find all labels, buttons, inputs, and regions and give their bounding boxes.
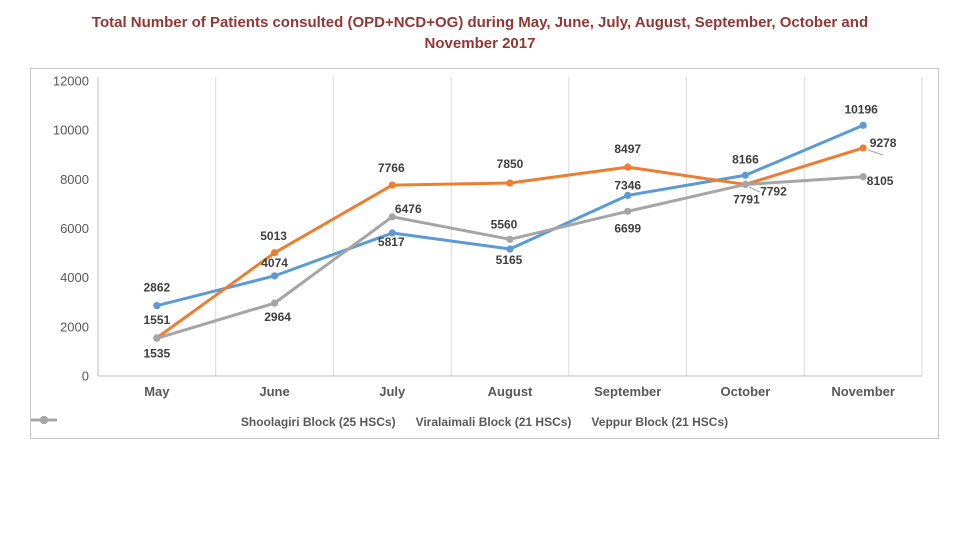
- label-leader-line: [867, 149, 884, 156]
- y-axis-tick-label: 4000: [60, 270, 89, 285]
- series-marker: [153, 302, 161, 310]
- data-label: 9278: [870, 136, 897, 150]
- y-axis-tick-label: 12000: [53, 74, 89, 89]
- series-marker: [859, 121, 867, 129]
- y-axis-tick-label: 10000: [53, 123, 89, 138]
- series-marker: [153, 334, 161, 342]
- data-label: 8497: [614, 142, 641, 156]
- chart-canvas: 0 2000 4000 6000 8000 10000 12000 May June July Au…: [53, 74, 923, 399]
- series-marker: [624, 207, 632, 215]
- legend-label: Viralaimali Block (21 HSCs): [415, 415, 572, 429]
- series-marker: [506, 179, 514, 187]
- x-axis-label: September: [594, 384, 661, 399]
- y-axis-tick-label: 0: [82, 369, 89, 384]
- series-marker: [859, 173, 867, 181]
- data-label: 7792: [760, 184, 787, 198]
- series-marker: [506, 245, 514, 253]
- data-label: 2964: [264, 310, 291, 324]
- series-marker: [270, 249, 279, 257]
- x-axis-label: May: [144, 384, 170, 399]
- series-marker: [741, 171, 750, 179]
- label-leader-line: [748, 186, 761, 193]
- x-axis-label: July: [379, 384, 406, 399]
- data-label: 1551: [144, 313, 171, 327]
- data-label: 8105: [867, 174, 894, 188]
- x-axis-label: August: [488, 384, 533, 399]
- series-marker: [741, 180, 750, 189]
- data-label: 7766: [378, 161, 405, 175]
- series-marker: [270, 299, 279, 307]
- x-axis-label: October: [721, 384, 771, 399]
- chart-area: 0 2000 4000 6000 8000 10000 12000 May June July Au…: [30, 68, 939, 439]
- data-label: 5817: [378, 235, 405, 249]
- data-label: 1535: [144, 346, 171, 360]
- series-marker: [388, 181, 396, 189]
- series-marker: [859, 144, 867, 152]
- x-axis-label: June: [259, 384, 289, 399]
- x-axis-label: November: [831, 384, 895, 399]
- data-label: 5013: [260, 229, 287, 243]
- data-label: 6476: [395, 202, 422, 216]
- series-marker: [624, 191, 632, 200]
- data-label: 5165: [496, 253, 523, 267]
- data-label: 4074: [261, 256, 288, 270]
- data-label: 10196: [844, 102, 878, 116]
- legend-item-shoolagiri: Shoolagiri Block (25 HSCs): [31, 415, 396, 429]
- y-axis-tick-label: 8000: [60, 172, 89, 187]
- legend-label: Veppur Block (21 HSCs): [591, 415, 729, 429]
- data-label: 7346: [614, 178, 641, 192]
- legend-marker-icon: [31, 416, 57, 424]
- series-marker: [270, 272, 279, 280]
- y-axis-tick-label: 6000: [60, 221, 89, 236]
- y-axis-tick-label: 2000: [60, 319, 89, 334]
- chart-legend: Shoolagiri Block (25 HSCs) Viralaimali Bl…: [31, 415, 938, 429]
- chart-title: Total Number of Patients consulted (OPD+…: [91, 14, 869, 52]
- data-label: 2862: [144, 281, 171, 295]
- series-marker: [624, 163, 632, 171]
- legend-item-veppur: Veppur Block (21 HSCs): [31, 415, 729, 429]
- data-label: 7850: [497, 157, 524, 171]
- data-label: 8166: [732, 152, 759, 166]
- series-marker: [506, 235, 514, 243]
- legend-item-viralaimali: Viralaimali Block (21 HSCs): [31, 415, 572, 429]
- data-label: 7791: [733, 192, 760, 206]
- data-label: 6699: [614, 221, 641, 235]
- legend-label: Shoolagiri Block (25 HSCs): [240, 415, 396, 429]
- series-marker: [388, 213, 396, 221]
- data-label: 5560: [491, 217, 518, 231]
- series-marker: [388, 229, 396, 237]
